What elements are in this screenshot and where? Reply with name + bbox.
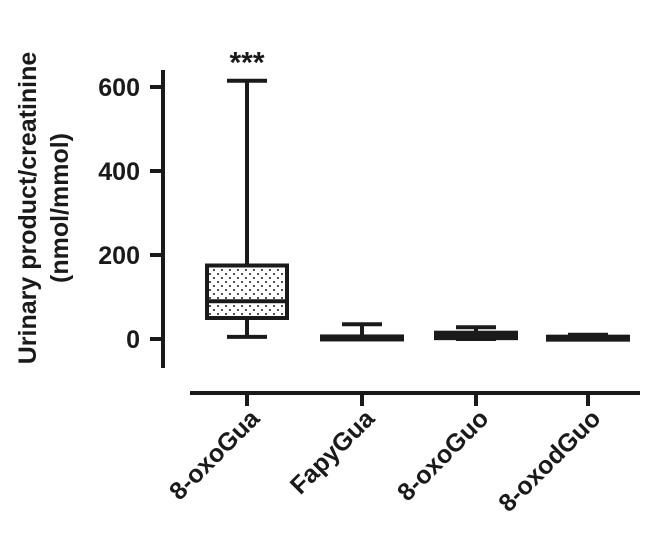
y-axis-title-line1: Urinary product/creatinine <box>14 52 42 365</box>
y-axis-title-line2: (nmol/mmol) <box>46 133 74 283</box>
significance-annotation: *** <box>229 47 264 80</box>
box-8-oxogua: *** <box>205 47 289 339</box>
y-tick-label: 400 <box>98 158 140 186</box>
y-ticks: 0 200 400 600 <box>98 74 163 354</box>
x-tick-label: 8-oxoGuo <box>392 404 494 506</box>
y-tick-label: 0 <box>126 326 140 354</box>
x-tick-label: 8-oxodGuo <box>493 404 606 517</box>
boxes: *** <box>205 47 630 342</box>
box-8-oxoguo <box>434 325 518 341</box>
box-fapygua <box>320 322 404 342</box>
x-tick-label: 8-oxoGua <box>164 404 266 506</box>
y-tick-label: 600 <box>98 74 140 102</box>
iqr-box <box>205 263 289 320</box>
box-8-oxodguo <box>546 332 630 342</box>
y-tick-label: 200 <box>98 242 140 270</box>
x-tick-label: FapyGua <box>285 404 381 500</box>
